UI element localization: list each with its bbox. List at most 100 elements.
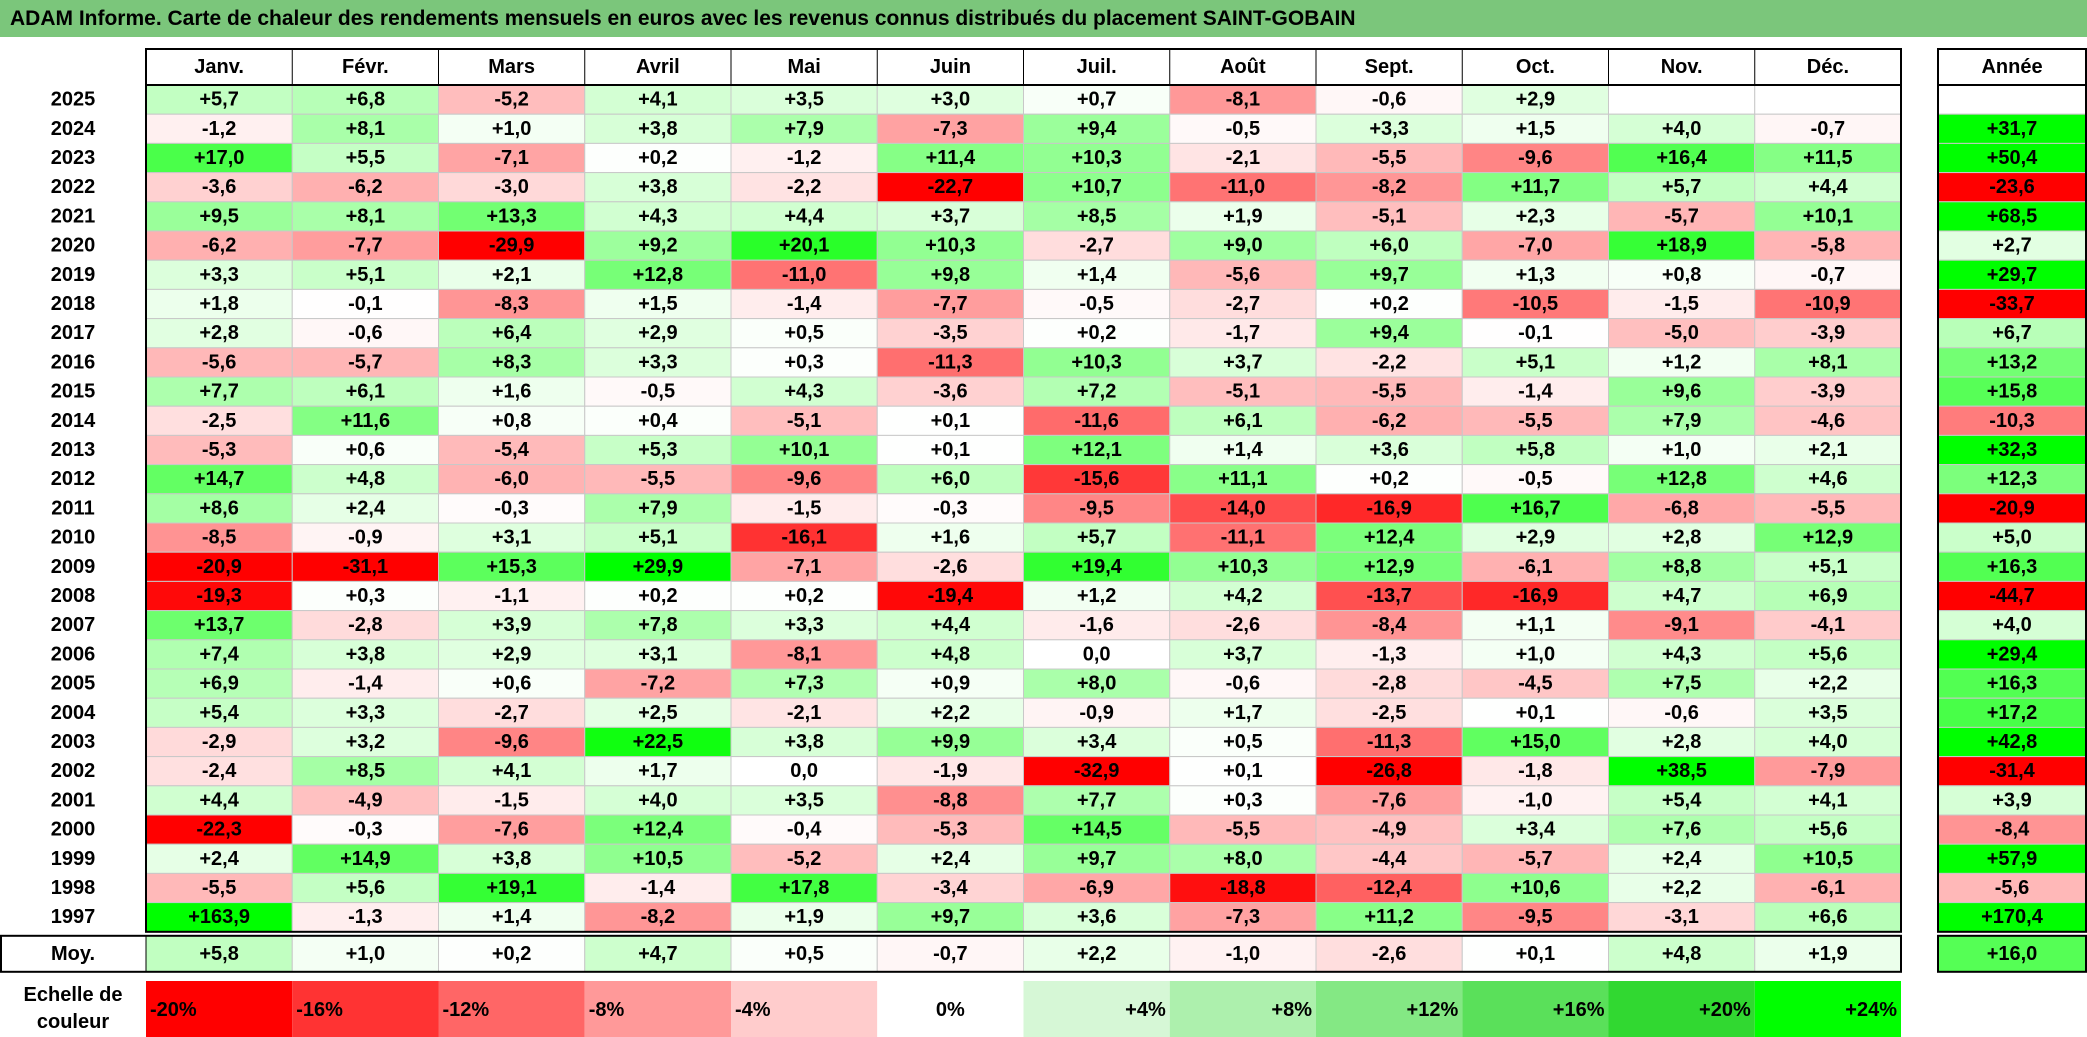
cell-value: +10,5 (633, 848, 684, 870)
heatmap-cell (584, 814, 732, 845)
heatmap-cell (291, 726, 439, 758)
cell-value: +11,5 (1803, 147, 1853, 169)
heatmap-cell (1169, 201, 1317, 232)
annual-value: +4,0 (1992, 614, 2031, 636)
cell-value: +1,7 (1223, 702, 1262, 724)
cell-value: +0,2 (1077, 322, 1116, 344)
annual-value: +5,0 (1992, 527, 2031, 549)
heatmap-cell (730, 434, 878, 466)
cell-value: -0,6 (1372, 89, 1406, 111)
annual-value: +170,4 (1981, 906, 2044, 928)
cell-value: +7,3 (784, 673, 823, 695)
cell-value: +10,6 (1510, 877, 1561, 899)
cell-value: -9,6 (1518, 147, 1552, 169)
annual-cell (1937, 84, 2087, 115)
cell-value: -0,4 (787, 819, 822, 841)
row-label: 1998 (51, 877, 96, 899)
heatmap-cell (730, 318, 878, 349)
cell-value: -7,3 (933, 118, 967, 140)
cell-value: -8,4 (1372, 614, 1407, 636)
cell-value: -2,8 (1372, 673, 1406, 695)
cell-value: -16,9 (1366, 497, 1412, 519)
avg-value: -2,6 (1372, 943, 1406, 965)
cell-value: +10,3 (1218, 556, 1269, 578)
cell-value: +1,2 (1662, 351, 1701, 373)
heatmap-cell (1608, 230, 1756, 261)
heatmap-cell (730, 259, 878, 290)
heatmap-cell (1754, 464, 1902, 495)
cell-value: +17,8 (779, 877, 830, 899)
heatmap-cell (1023, 142, 1171, 174)
heatmap-cell (1608, 872, 1756, 904)
cell-value: +10,7 (1071, 176, 1122, 198)
heatmap-cell (145, 172, 293, 203)
column-header: Août (1220, 56, 1266, 78)
cell-value: +6,1 (346, 381, 385, 403)
cell-value: +5,1 (346, 264, 385, 286)
heatmap-cell (1315, 668, 1463, 699)
cell-value: -1,5 (494, 789, 528, 811)
cell-value: -5,2 (494, 89, 528, 111)
row-label: 2007 (51, 614, 96, 636)
cell-value: -12,4 (1366, 877, 1412, 899)
cell-value: +10,3 (1071, 147, 1122, 169)
heatmap-cell (584, 785, 732, 816)
heatmap-cell (1754, 726, 1902, 758)
heatmap-cell (1461, 347, 1609, 378)
heatmap-cell (145, 639, 293, 670)
color-scale: Echelle de couleur -20% -16% -12% -8% -4% 0% +4%… (24, 981, 1901, 1037)
cell-value: +4,0 (638, 789, 677, 811)
heatmap-cell (730, 814, 878, 845)
heatmap-cell (438, 142, 586, 174)
heatmap-cell (1461, 288, 1609, 320)
heatmap-cell (1754, 843, 1902, 874)
avg-cell (1754, 935, 1902, 973)
cell-value: +6,9 (199, 673, 238, 695)
cell-value: +3,7 (931, 205, 970, 227)
heatmap-cell (1608, 639, 1756, 670)
cell-value: +7,6 (1662, 819, 1701, 841)
cell-value: -5,5 (641, 468, 675, 490)
cell-value: -5,5 (1372, 381, 1406, 403)
cell-value: -1,6 (1079, 614, 1113, 636)
cell-value: +29,9 (633, 556, 684, 578)
row-label: 2006 (51, 643, 96, 665)
heatmap-cell (1023, 434, 1171, 466)
heatmap-cell (1754, 347, 1902, 378)
cell-value: +3,8 (492, 848, 531, 870)
heatmap-cell (1315, 551, 1463, 582)
row-label: 2020 (51, 235, 96, 257)
cell-value: -7,1 (787, 556, 821, 578)
cell-value: +3,3 (784, 614, 823, 636)
cell-value: +2,4 (1662, 848, 1702, 870)
heatmap-cell (876, 288, 1024, 320)
heatmap-cell (1023, 288, 1171, 320)
annual-cell (1937, 201, 2087, 232)
heatmap-cell (584, 113, 732, 144)
heatmap-cell (438, 288, 586, 320)
heatmap-cell (730, 785, 878, 816)
cell-value: -1,9 (933, 760, 967, 782)
annual-table-border (1937, 48, 2087, 933)
heatmap-cell (1169, 843, 1317, 874)
heatmap-cell (1461, 814, 1609, 845)
cell-value: +1,0 (1662, 439, 1701, 461)
cell-value: -8,1 (1226, 89, 1260, 111)
heatmap-cell (1754, 405, 1902, 436)
cell-value: -2,9 (202, 731, 236, 753)
annual-column: +31,7 +50,4 -23,6 +68,5 +2,7 +29,7 -33,7 +6,7 +1… (1937, 84, 2087, 933)
heatmap-cell (438, 668, 586, 699)
annual-value: +57,9 (1987, 848, 2038, 870)
heatmap-cell (1754, 639, 1902, 670)
cell-value: +2,9 (638, 322, 677, 344)
heatmap-cell (1754, 84, 1902, 115)
cell-value: -2,2 (787, 176, 821, 198)
avg-annual-value: +16,0 (1987, 943, 2038, 965)
cell-value: -10,5 (1513, 293, 1559, 315)
column-header: Mai (787, 56, 820, 78)
avg-value: -1,0 (1226, 943, 1260, 965)
cell-value: +2,2 (1808, 673, 1847, 695)
heatmap-cell (291, 580, 439, 612)
cell-value: +2,1 (1808, 439, 1847, 461)
cell-value: +0,1 (1516, 702, 1555, 724)
